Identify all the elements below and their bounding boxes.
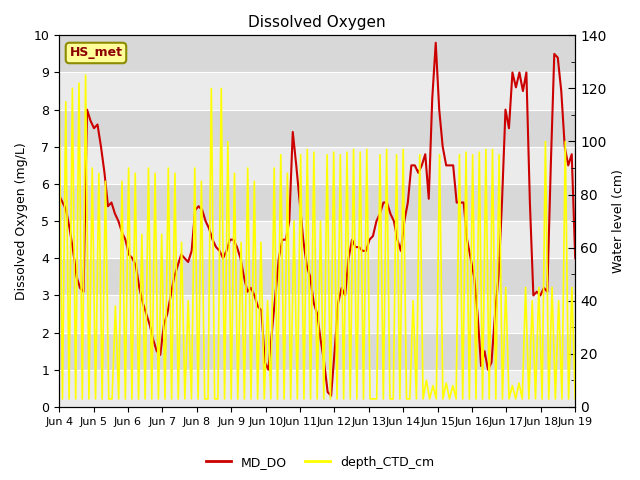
Bar	[59, 147, 575, 184]
Bar	[59, 258, 575, 295]
Bar	[59, 370, 575, 407]
Title: Dissolved Oxygen: Dissolved Oxygen	[248, 15, 386, 30]
Bar	[59, 333, 575, 370]
Bar	[59, 72, 575, 109]
Text: HS_met: HS_met	[70, 47, 122, 60]
Y-axis label: Dissolved Oxygen (mg/L): Dissolved Oxygen (mg/L)	[15, 142, 28, 300]
Bar	[59, 221, 575, 258]
Bar	[59, 109, 575, 147]
Bar	[59, 295, 575, 333]
Bar	[59, 36, 575, 72]
Legend: MD_DO, depth_CTD_cm: MD_DO, depth_CTD_cm	[200, 451, 440, 474]
Y-axis label: Water level (cm): Water level (cm)	[612, 169, 625, 273]
Bar	[59, 184, 575, 221]
